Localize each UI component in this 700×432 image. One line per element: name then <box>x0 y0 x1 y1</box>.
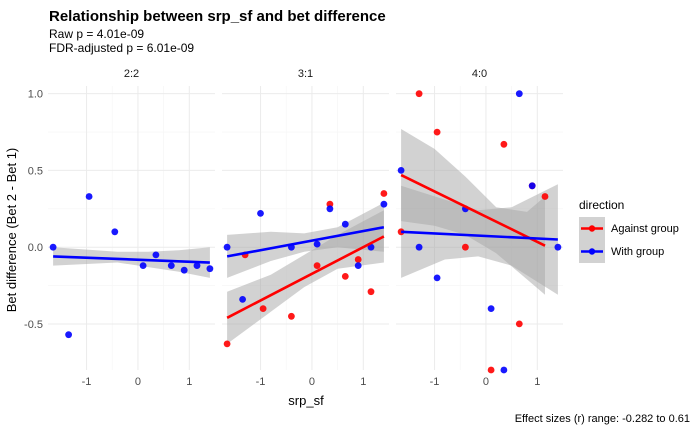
legend-keys <box>579 217 605 263</box>
chart-caption: Effect sizes (r) range: -0.282 to 0.61 <box>515 413 690 425</box>
x-tick-label: 0 <box>483 376 489 388</box>
confidence-band-with-group <box>227 202 384 278</box>
facet-panel-3-1: 3:1 -1 0 1 <box>222 68 389 388</box>
regression-line-against-group <box>226 235 385 319</box>
data-point-with-group <box>85 193 93 200</box>
y-tick-label: -0.5 <box>24 319 43 331</box>
data-point-with-group <box>367 243 375 251</box>
legend: direction Against group With group <box>579 198 679 263</box>
regression-line-with-group <box>53 255 210 264</box>
data-point-with-group <box>528 182 536 190</box>
y-axis-label: Bet difference (Bet 2 - Bet 1) <box>4 148 19 313</box>
data-point-against-group <box>259 305 267 312</box>
data-point-against-group <box>341 273 349 280</box>
data-point-against-group <box>380 190 388 197</box>
chart-title: Relationship between srp_sf and bet diff… <box>49 8 386 25</box>
data-point-against-group <box>433 128 441 136</box>
facet-strip-label: 4:0 <box>472 68 487 80</box>
confidence-band-with-group <box>53 247 210 278</box>
data-point-against-group <box>367 288 375 296</box>
data-point-against-group <box>288 312 295 320</box>
x-tick-label: -1 <box>430 376 440 388</box>
x-tick-label: -1 <box>256 376 266 388</box>
regression-line-with-group <box>401 230 558 241</box>
facet-panel-4-0: 4:0 -1 0 1 <box>396 68 563 388</box>
data-point-with-group <box>313 240 321 248</box>
data-point-with-group <box>139 262 147 269</box>
facet-panels: -0.5 0.0 0.5 1.0 2:2 -1 0 1 3:1 -1 0 1 4:0 -1 0 1 <box>24 68 563 388</box>
data-point-with-group <box>206 265 214 273</box>
data-point-with-group <box>326 205 334 213</box>
data-point-with-group <box>223 243 231 251</box>
data-point-with-group <box>180 266 188 274</box>
chart-subtitle-raw-p: Raw p = 4.01e-09 <box>49 27 144 41</box>
x-tick-label: 1 <box>360 376 366 388</box>
x-tick-label: 0 <box>309 376 315 388</box>
data-point-with-group <box>354 262 362 269</box>
x-tick-label: 0 <box>135 376 141 388</box>
facet-strip-label: 2:2 <box>124 68 139 80</box>
legend-label-with-group: With group <box>611 246 664 258</box>
data-point-against-group <box>515 320 523 328</box>
data-point-with-group <box>397 167 405 174</box>
legend-title: direction <box>579 198 624 212</box>
x-tick-label: -1 <box>82 376 92 388</box>
data-point-with-group <box>515 90 523 98</box>
facet-strip-label: 3:1 <box>298 68 313 80</box>
data-point-against-group <box>223 340 231 348</box>
data-point-with-group <box>433 274 441 282</box>
x-axis-label: srp_sf <box>288 393 324 408</box>
data-point-with-group <box>341 220 349 228</box>
data-point-with-group <box>193 262 201 269</box>
data-point-with-group <box>415 243 423 251</box>
data-point-against-group <box>415 90 423 98</box>
data-point-with-group <box>257 210 264 217</box>
data-point-against-group <box>487 366 495 374</box>
y-tick-label: 0.5 <box>28 165 43 177</box>
data-point-against-group <box>541 193 549 200</box>
x-tick-label: 1 <box>186 376 192 388</box>
data-point-against-group <box>462 243 469 251</box>
data-point-with-group <box>554 243 562 251</box>
y-tick-label: 0.0 <box>28 242 43 254</box>
legend-label-against-group: Against group <box>611 223 679 235</box>
regression-line-with-group <box>226 225 385 258</box>
legend-key-point-with-group <box>588 248 596 255</box>
data-point-against-group <box>500 140 508 148</box>
facet-panel-2-2: 2:2 -1 0 1 <box>48 68 215 388</box>
data-point-with-group <box>239 296 247 303</box>
data-point-with-group <box>49 243 57 251</box>
data-point-with-group <box>152 251 160 259</box>
data-point-against-group <box>354 256 362 263</box>
data-point-with-group <box>487 305 495 312</box>
data-point-against-group <box>313 262 321 269</box>
data-point-with-group <box>111 228 119 236</box>
legend-key-point-against-group <box>588 225 596 232</box>
data-point-with-group <box>167 262 175 269</box>
y-tick-label: 1.0 <box>28 89 43 101</box>
data-point-with-group <box>500 366 508 374</box>
confidence-band-with-group <box>401 184 558 295</box>
regression-line-against-group <box>400 173 546 247</box>
data-point-with-group <box>65 331 72 339</box>
x-tick-label: 1 <box>534 376 540 388</box>
data-point-against-group <box>397 228 405 236</box>
chart-subtitle-fdr-p: FDR-adjusted p = 6.01e-09 <box>49 41 194 55</box>
data-point-with-group <box>380 200 388 208</box>
